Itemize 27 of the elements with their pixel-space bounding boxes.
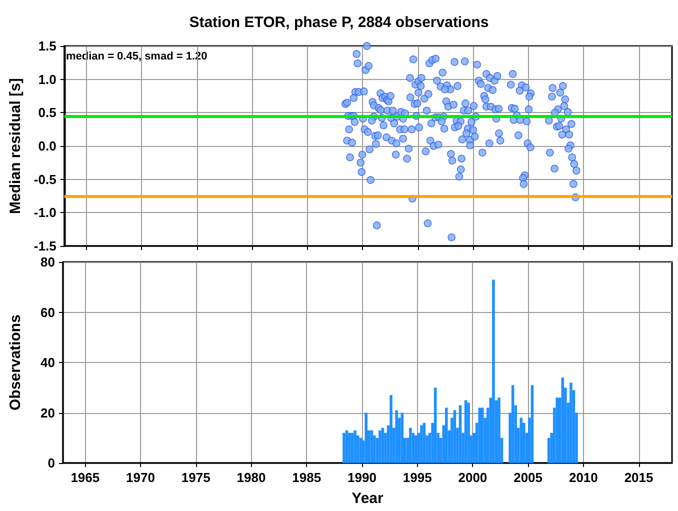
x-tick-label: 2000 bbox=[458, 470, 488, 485]
y-tick-label: 20 bbox=[40, 405, 55, 420]
x-axis-title: Year bbox=[352, 490, 384, 507]
x-tick-label: 1985 bbox=[292, 470, 322, 485]
x-tick-label: 1975 bbox=[181, 470, 210, 485]
y-tick-label: 0 bbox=[48, 456, 55, 470]
x-tick-label: 2015 bbox=[624, 470, 654, 485]
y-tick-label: -1.5 bbox=[34, 238, 56, 254]
y-tick-label: 80 bbox=[40, 254, 55, 270]
y-tick-label: 40 bbox=[40, 355, 55, 370]
y-tick-label: 0.5 bbox=[38, 105, 56, 120]
y-tick-label: -0.5 bbox=[34, 172, 56, 187]
y-tick-label: 60 bbox=[40, 304, 55, 320]
y-tick-label: 1.0 bbox=[38, 72, 56, 87]
x-tick-label: 1995 bbox=[402, 470, 432, 485]
x-tick-label: 1970 bbox=[126, 470, 155, 485]
x-tick-label: 1965 bbox=[70, 470, 100, 485]
y-tick-label: -1.0 bbox=[34, 205, 56, 220]
chart-title: Station ETOR, phase P, 2884 observations bbox=[189, 14, 489, 31]
x-tick-label: 1990 bbox=[348, 470, 376, 485]
x-tick-label: 2010 bbox=[568, 470, 598, 485]
x-tick-label: 2005 bbox=[514, 470, 543, 485]
x-tick-label: 1980 bbox=[236, 470, 266, 485]
y-tick-label: 1.5 bbox=[38, 38, 56, 54]
y-tick-label: 0.0 bbox=[38, 138, 56, 154]
y-axis-title: Median residual [s] bbox=[7, 78, 24, 214]
y-axis-title: Observations bbox=[7, 314, 24, 410]
